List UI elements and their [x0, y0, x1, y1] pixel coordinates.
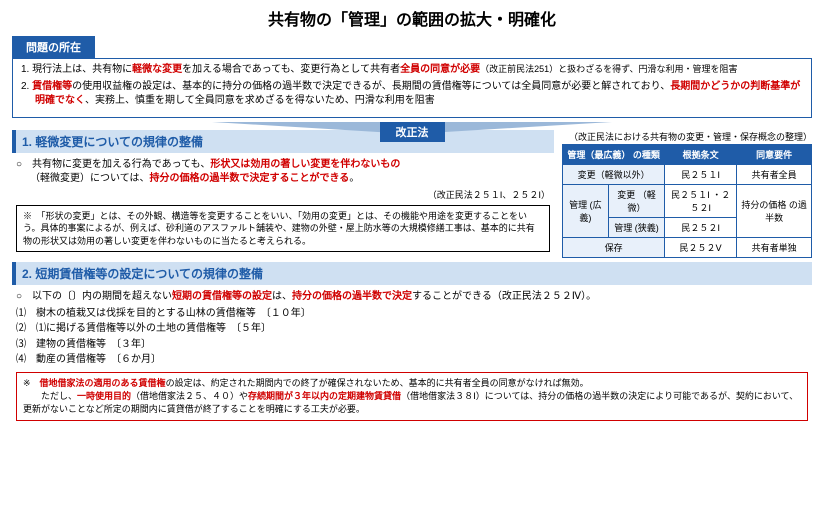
kaisei-label: 改正法 [380, 122, 445, 142]
r2g: 管理 (広義) [563, 184, 609, 237]
section1-ref: （改正民法２５１Ⅰ、２５２Ⅰ） [16, 189, 550, 202]
t: 持分の価格の過半数で決定 [292, 291, 412, 302]
problem-item-2: 2. 賃借権等の使用収益権の設定は、基本的に持分の価格の過半数で決定できるが、長… [21, 80, 803, 109]
t: 2. [21, 81, 32, 92]
r4c1: 保存 [563, 237, 665, 257]
t: の使用収益権の設定は、基本的に持分の価格の過半数で決定できるが、長期間の賃借権等… [72, 81, 670, 92]
t: 、実務上、慎重を期して全員同意を求めざるを得ないため、円滑な利用を阻害 [85, 95, 435, 106]
r1c2: 民２５１Ⅰ [665, 164, 737, 184]
r4c3: 共有者単独 [737, 237, 812, 257]
section2-head: 2. 短期賃借権等の設定についての規律の整備 [12, 262, 812, 285]
t: を加える場合であっても、変更行為として共有者 [182, 64, 400, 75]
t: は、 [272, 291, 292, 302]
t: ただし、 [23, 391, 77, 401]
t: することができる（改正民法２５２Ⅳ）。 [412, 291, 596, 302]
problem-tab: 問題の所在 [12, 36, 95, 58]
t: 全員の同意が必要 [400, 64, 480, 75]
t: 借地借家法の適用のある賃借権 [40, 378, 166, 388]
warn-box: ※ 借地借家法の適用のある賃借権の設定は、約定された期間内での終了が確保されない… [16, 372, 808, 421]
r2c2: 民２５１Ⅰ ・２５２Ⅰ [665, 184, 737, 217]
t: ○ 共有物に変更を加える行為であっても、 [16, 159, 210, 170]
r1c3: 共有者全員 [737, 164, 812, 184]
r2c3: 持分の価格 の過半数 [737, 184, 812, 237]
li1: ⑴ 樹木の植栽又は伐採を目的とする山林の賃借権等 〔１０年〕 [16, 307, 808, 322]
t: 。 [349, 173, 359, 184]
t: ○ 以下の〔〕内の期間を超えない [16, 291, 172, 302]
t: ※ [23, 378, 40, 388]
t: 一時使用目的 [77, 391, 131, 401]
t: （借地借家法２５、４０）や [131, 391, 248, 401]
problem-item-1: 1. 現行法上は、共有物に軽微な変更を加える場合であっても、変更行為として共有者… [21, 63, 803, 78]
li2: ⑵ ⑴に掲げる賃借権等以外の土地の賃借権等 〔５年〕 [16, 322, 808, 337]
arrow-down: 改正法 [12, 122, 812, 138]
t: （軽微変更）については、 [30, 173, 150, 184]
li4: ⑷ 動産の賃借権等 〔６か月〕 [16, 353, 808, 368]
r1c1: 変更（軽微以外） [563, 164, 665, 184]
info-table: 管理（最広義） の種類 根拠条文 同意要件 変更（軽微以外） 民２５１Ⅰ 共有者… [562, 144, 812, 258]
t: 形状又は効用の著しい変更を伴わないもの [210, 159, 400, 170]
t: 存続期間が３年以内の定期建物賃貸借 [248, 391, 401, 401]
section1-content: ○ 共有物に変更を加える行為であっても、形状又は効用の著しい変更を伴わないもの … [12, 156, 554, 263]
li3: ⑶ 建物の賃借権等 〔３年〕 [16, 338, 808, 353]
t: （改正前民法251）と扱わざるを得ず、円滑な利用・管理を阻害 [480, 64, 737, 74]
r4c2: 民２５２Ⅴ [665, 237, 737, 257]
t: 短期の賃借権等の設定 [172, 291, 272, 302]
page-title: 共有物の「管理」の範囲の拡大・明確化 [12, 6, 812, 30]
t: 1. 現行法上は、共有物に [21, 64, 132, 75]
section2-content: ○ 以下の〔〕内の期間を超えない短期の賃借権等の設定は、持分の価格の過半数で決定… [12, 288, 812, 425]
t: 賃借権等 [32, 81, 72, 92]
t: 持分の価格の過半数で決定することができる [150, 173, 350, 184]
r3c2: 民２５２Ⅰ [665, 217, 737, 237]
section1-note: ※ 「形状の変更」とは、その外観、構造等を変更することをいい、「効用の変更」とは… [16, 205, 550, 253]
t: 軽微な変更 [132, 64, 182, 75]
r3c1: 管理 (狭義) [608, 217, 664, 237]
problem-box: 1. 現行法上は、共有物に軽微な変更を加える場合であっても、変更行為として共有者… [12, 58, 812, 118]
t: の設定は、約定された期間内での終了が確保されないため、基本的に共有者全員の同意が… [166, 378, 589, 388]
r2c1: 変更 （軽微） [608, 184, 664, 217]
